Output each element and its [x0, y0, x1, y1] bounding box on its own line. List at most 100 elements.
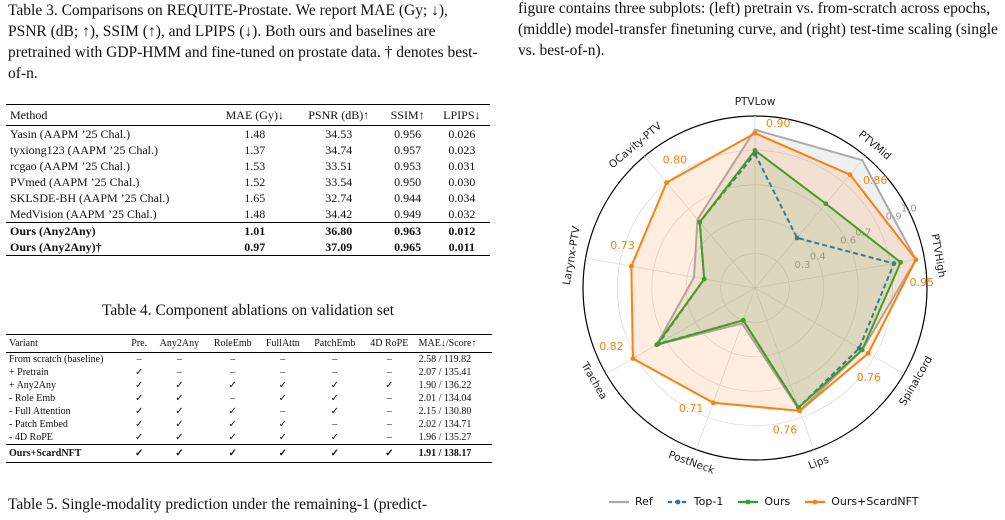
table3-cell: 34.42 — [325, 206, 353, 221]
legend-label: Top-1 — [693, 495, 724, 508]
table4-cell: ✓ — [175, 419, 184, 430]
table4-cell: 1.90 / 136.22 — [418, 380, 472, 391]
value-label: 0.95 — [909, 276, 934, 289]
legend-label: Ref — [635, 495, 653, 508]
table3-header: Method — [6, 104, 214, 126]
table4-row: - Patch Embed ✓ ✓ ✓ ✓ – – 2.02 / 134.71 — [6, 418, 492, 431]
data-point — [752, 148, 758, 153]
table4-cell: – — [280, 354, 286, 365]
series-line-ours-scardnft — [630, 132, 918, 412]
data-point — [898, 259, 904, 265]
table4-cell: – — [386, 419, 392, 430]
table3-cell: rcgao (AAPM ’25 Chal.) — [10, 158, 130, 173]
series-line-ours — [654, 149, 902, 410]
axis-label: Lips — [807, 454, 831, 472]
table4-cell: ✓ — [362, 444, 416, 463]
table4-header: Any2Any — [152, 334, 207, 353]
table4-cell: – — [332, 419, 338, 430]
table3-cell: tyxiong123 (AAPM ’25 Chal.) — [10, 142, 158, 157]
table4-cell: 1.96 / 135.27 — [418, 432, 472, 443]
data-point — [859, 347, 865, 353]
ring-label: 1.0 — [901, 203, 917, 214]
table4-cell: ✓ — [278, 432, 287, 443]
table4-cell: - Patch Embed — [9, 419, 68, 430]
series-line-top-1 — [655, 152, 896, 410]
table4-header: PatchEmb — [306, 334, 363, 353]
table3-cell: 0.97 — [213, 239, 296, 256]
value-label: 0.76 — [857, 371, 882, 384]
axis-label: PTVMid — [856, 129, 893, 163]
table4-cell: + Any2Any — [9, 380, 57, 391]
table4-cell: ✓ — [385, 380, 394, 391]
value-label: 0.80 — [663, 154, 688, 167]
table4-cell: 2.07 / 135.41 — [418, 367, 472, 378]
table4-cell: – — [332, 354, 338, 365]
table4-header: MAE↓/Score↑ — [415, 334, 492, 353]
table3-cell: MedVision (AAPM ’25 Chal.) — [10, 206, 157, 221]
table4-cell: ✓ — [258, 444, 307, 463]
table4-cell: ✓ — [330, 380, 339, 391]
table4-cell: ✓ — [228, 380, 237, 391]
data-point — [701, 276, 707, 282]
table3-cell: 0.032 — [448, 206, 476, 221]
spoke — [754, 287, 905, 375]
data-point — [630, 356, 636, 361]
table4-cell: - Full Attention — [9, 406, 71, 417]
table4-cell: – — [280, 406, 286, 417]
table4-cell: – — [230, 367, 236, 378]
value-label: 0.71 — [679, 402, 704, 415]
value-label: 0.73 — [610, 239, 635, 252]
table4-cell: 2.15 / 130.80 — [418, 406, 472, 417]
table4-cell: 2.02 / 134.71 — [418, 419, 472, 430]
series-line-ref — [654, 128, 918, 413]
table4-cell: – — [386, 432, 392, 443]
value-label: 0.86 — [863, 174, 888, 187]
data-point — [710, 400, 716, 406]
table3-header: PSNR (dB)↑ — [295, 104, 382, 126]
table3-row: tyxiong123 (AAPM ’25 Chal.) 1.37 34.74 0.95… — [6, 142, 490, 158]
table4-cell: Ours+ScardNFT — [6, 444, 127, 463]
table3-cell: 1.48 — [244, 126, 266, 141]
table3-row: Yasin (AAPM ’25 Chal.) 1.48 34.53 0.956 0.02… — [6, 126, 490, 143]
table4-cell: ✓ — [330, 432, 339, 443]
table3-cell: 1.53 — [244, 158, 266, 173]
table4-cell: ✓ — [228, 419, 237, 430]
table3-cell: 1.65 — [244, 190, 266, 205]
legend-item: Ours+ScardNFT — [804, 495, 918, 508]
table3-row: PVmed (AAPM ’25 Chal.) 1.52 33.54 0.950 0.03… — [6, 174, 490, 190]
data-point — [794, 235, 800, 241]
table3-cell: 0.965 — [381, 239, 434, 256]
table3-cell: 0.944 — [394, 190, 422, 205]
data-point — [823, 201, 829, 207]
table4-header: Variant — [6, 334, 127, 353]
table3-cell: Ours (Any2Any)† — [6, 239, 214, 256]
table3-cell: 36.80 — [295, 222, 382, 239]
table4-row: + Any2Any ✓ ✓ ✓ ✓ ✓ ✓ 1.90 / 136.22 — [6, 379, 492, 392]
table4-cell: ✓ — [134, 432, 144, 443]
table4-row: - Full Attention ✓ ✓ ✓ – ✓ – 2.15 / 130.80 — [6, 405, 492, 418]
value-label: 0.90 — [766, 117, 791, 130]
table4-header: Pre. — [126, 334, 153, 353]
legend-item: Ours — [737, 495, 790, 508]
table4-cell: – — [230, 393, 236, 404]
table4-cell: ✓ — [228, 432, 237, 443]
table4-cell: ✓ — [134, 367, 144, 378]
table3-caption: Table 3. Comparisons on REQUITE-Prostate… — [8, 2, 478, 82]
table3-cell: 33.51 — [325, 158, 353, 173]
table4-cell: – — [386, 406, 392, 417]
table3-cell: 0.950 — [394, 174, 422, 189]
table3-header: SSIM↑ — [381, 104, 434, 126]
table3-cell: 0.023 — [448, 142, 476, 157]
table4-cell: ✓ — [175, 380, 184, 391]
table4-cell: ✓ — [152, 444, 207, 463]
table4-cell: ✓ — [206, 444, 259, 463]
table4-cell: – — [332, 367, 338, 378]
table4-cell: ✓ — [126, 444, 153, 463]
legend-item: Ref — [608, 495, 653, 508]
axis-label: Spinalcord — [897, 354, 935, 408]
table3-cell: 0.030 — [448, 174, 476, 189]
table3-cell: 32.74 — [325, 190, 353, 205]
axis-label: Larynx-PTV — [561, 225, 583, 286]
table3-row: rcgao (AAPM ’25 Chal.) 1.53 33.51 0.953 0.03… — [6, 158, 490, 174]
ring-label: 0.3 — [795, 260, 811, 271]
